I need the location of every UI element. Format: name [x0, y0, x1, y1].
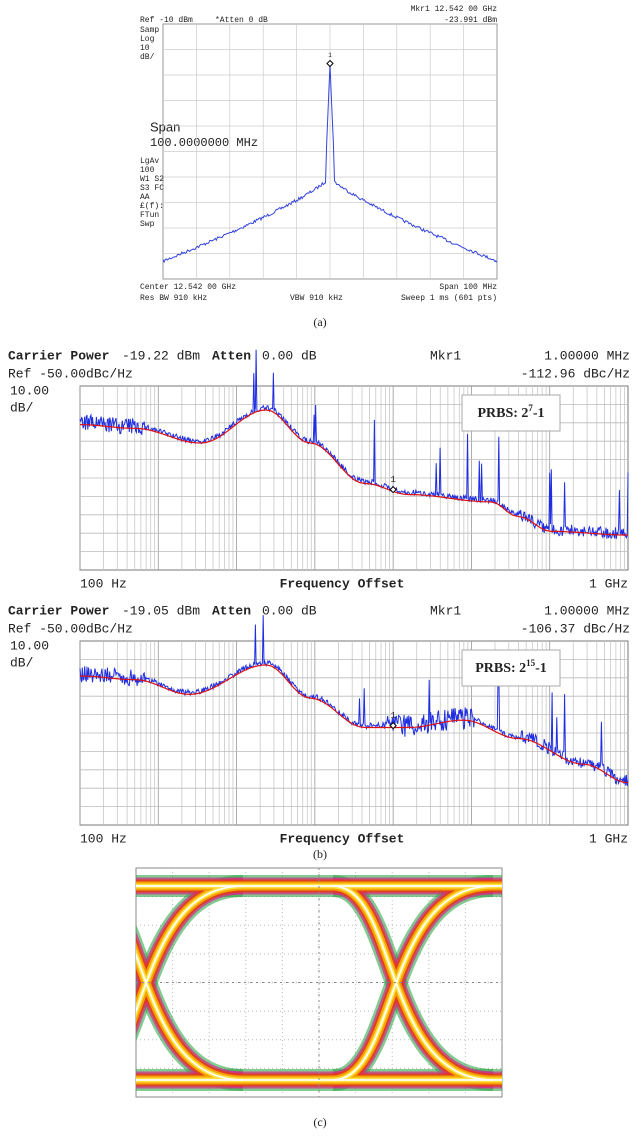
- carrier-label: Carrier Power: [8, 603, 109, 618]
- sweep: Sweep 1 ms (601 pts): [401, 294, 497, 303]
- side-label: Samp: [140, 26, 159, 35]
- side-label: S3 FC: [140, 184, 164, 193]
- legend-base: PRBS: 2: [475, 661, 526, 676]
- figure: Mkr1 12.542 00 GHz Ref -10 dBm *Atten 0 …: [0, 0, 641, 1137]
- res-bw: Res BW 910 kHz: [140, 294, 207, 303]
- marker-label: Mkr1: [430, 603, 461, 618]
- x-start: 100 Hz: [80, 576, 127, 591]
- phase-noise-panel: (b) Carrier Power -19.22 dBm Atten 0.00 dB M…: [8, 348, 630, 860]
- legend-label: PRBS: 215-1: [475, 658, 547, 676]
- caption: (b): [313, 847, 327, 861]
- side-label: W1 S2: [140, 175, 164, 184]
- x-axis-label: Frequency Offset: [280, 831, 405, 846]
- side-label: £(f):: [140, 202, 164, 211]
- ref-level: Ref -50.00dBc/Hz: [8, 621, 133, 636]
- marker-freq: 1.00000 MHz: [544, 348, 630, 363]
- side-label: FTun: [140, 211, 159, 220]
- marker-id: 1: [328, 52, 332, 59]
- side-label: dB/: [140, 53, 155, 62]
- scale-unit: dB/: [10, 400, 34, 415]
- x-axis-label: Frequency Offset: [280, 576, 405, 591]
- phase-noise-plot: Carrier Power -19.05 dBm Atten 0.00 dB Mkr1 1…: [8, 603, 630, 846]
- scale: 10.00: [10, 638, 49, 653]
- marker-id: 1: [390, 475, 395, 485]
- scale: 10.00: [10, 383, 49, 398]
- carrier-value: -19.05 dBm: [122, 603, 200, 618]
- span-value: 100.0000000 MHz: [150, 136, 258, 150]
- ref-level: Ref -50.00dBc/Hz: [8, 366, 133, 381]
- atten-label: Atten: [212, 603, 251, 618]
- side-label: Swp: [140, 220, 155, 229]
- span-label: Span: [150, 119, 180, 134]
- marker-label: Mkr1: [430, 348, 461, 363]
- atten-label: Atten: [212, 348, 251, 363]
- scale-unit: dB/: [10, 655, 34, 670]
- phase-noise-plot: Carrier Power -19.22 dBm Atten 0.00 dB Mkr1 1…: [8, 348, 630, 591]
- side-label: 100: [140, 166, 155, 175]
- side-label: Log: [140, 35, 155, 44]
- vbw: VBW 910 kHz: [290, 294, 343, 303]
- atten: *Atten 0 dB: [215, 16, 268, 25]
- ref-level: Ref -10 dBm: [140, 16, 193, 25]
- side-label: AA: [140, 193, 150, 202]
- legend-tail: -1: [535, 661, 547, 676]
- carrier-label: Carrier Power: [8, 348, 109, 363]
- spectrum-panel: Mkr1 12.542 00 GHz Ref -10 dBm *Atten 0 …: [140, 5, 497, 329]
- marker-level: -112.96 dBc/Hz: [521, 366, 630, 381]
- marker-level: -23.991 dBm: [444, 16, 497, 25]
- carrier-value: -19.22 dBm: [122, 348, 200, 363]
- marker-level: -106.37 dBc/Hz: [521, 621, 630, 636]
- legend-tail: -1: [533, 406, 545, 421]
- marker-freq: 1.00000 MHz: [544, 603, 630, 618]
- x-start: 100 Hz: [80, 831, 127, 846]
- legend-label: PRBS: 27-1: [477, 403, 544, 421]
- x-end: 1 GHz: [589, 576, 628, 591]
- side-label: LgAv: [140, 157, 159, 166]
- eye-diagram-panel: (c): [83, 868, 502, 1129]
- x-end: 1 GHz: [589, 831, 628, 846]
- caption: (a): [313, 315, 326, 329]
- atten-value: 0.00 dB: [262, 348, 317, 363]
- side-label: 10: [140, 44, 150, 53]
- marker-id: 1: [390, 711, 395, 721]
- caption: (c): [313, 1115, 326, 1129]
- atten-value: 0.00 dB: [262, 603, 317, 618]
- center-freq: Center 12.542 00 GHz: [140, 283, 236, 292]
- legend-base: PRBS: 2: [477, 406, 528, 421]
- span: Span 100 MHz: [439, 283, 497, 292]
- marker-freq: Mkr1 12.542 00 GHz: [411, 5, 498, 14]
